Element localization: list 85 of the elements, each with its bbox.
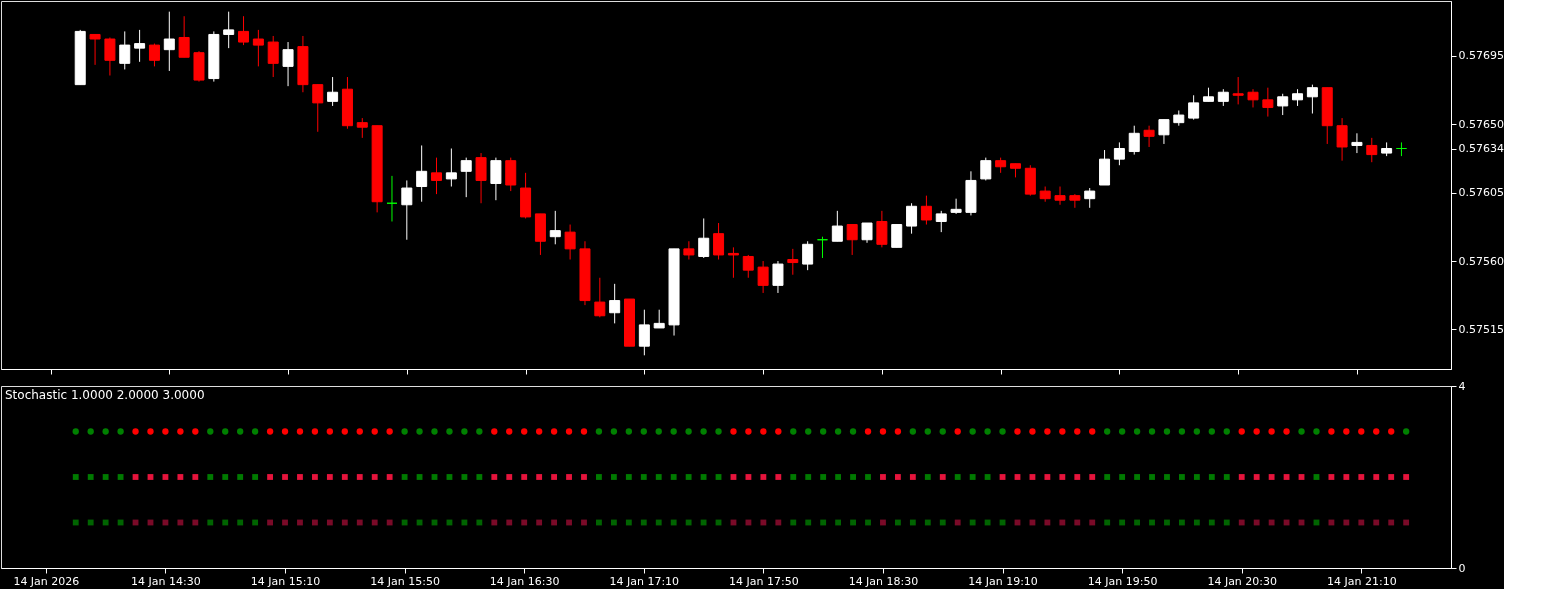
- candlestick: [1247, 88, 1259, 108]
- candlestick: [163, 11, 175, 72]
- candlestick: [1351, 132, 1363, 154]
- x-tick-label: 14 Jan 14:30: [131, 574, 201, 588]
- candlestick: [861, 222, 873, 244]
- candlestick: [1277, 93, 1289, 116]
- y-tick-label: 0.57695: [1458, 49, 1504, 63]
- candlestick: [1084, 187, 1096, 209]
- candlestick: [119, 30, 131, 70]
- x-tick-label: 14 Jan 15:50: [370, 574, 440, 588]
- y-tick-label: 0.57560: [1458, 254, 1504, 268]
- candlestick: [178, 15, 190, 58]
- y-tick-label: 0.57515: [1458, 322, 1504, 336]
- candlestick: [802, 240, 814, 271]
- y-tick-label: 0.57634: [1458, 142, 1504, 155]
- candlestick: [1054, 186, 1066, 206]
- candlestick: [772, 260, 784, 294]
- x-tick-label: 14 Jan 21:10: [1326, 574, 1397, 588]
- x-tick-label: 14 Jan 19:50: [1087, 574, 1158, 588]
- candlestick: [906, 202, 918, 235]
- candlestick: [1395, 141, 1407, 157]
- y-tick-label: 0: [1458, 561, 1466, 575]
- candlestick: [416, 144, 428, 203]
- candlestick: [1128, 125, 1140, 156]
- candlestick: [727, 246, 739, 279]
- candlestick: [238, 15, 250, 46]
- candlestick: [594, 277, 606, 318]
- candlestick: [460, 157, 472, 198]
- candlestick: [386, 175, 398, 222]
- candlestick: [1336, 117, 1348, 162]
- candlestick: [327, 76, 339, 107]
- candlestick: [312, 84, 324, 133]
- candlestick: [787, 248, 799, 276]
- candlestick: [431, 157, 443, 195]
- candlestick: [134, 29, 146, 63]
- x-tick-label: 14 Jan 15:10: [250, 574, 321, 588]
- candlestick: [356, 117, 368, 139]
- candlestick: [609, 283, 621, 324]
- candlestick: [549, 210, 561, 245]
- candlestick: [1143, 125, 1155, 148]
- chart-title: Stochastic 1.0000 2.0000 3.0000: [5, 388, 205, 402]
- candlestick: [1188, 94, 1200, 121]
- candlestick: [757, 260, 769, 294]
- candlestick: [950, 198, 962, 215]
- x-tick-label: 14 Jan 19:10: [968, 574, 1038, 588]
- candlestick: [846, 224, 858, 256]
- candlestick: [638, 309, 650, 356]
- x-tick-label: 14 Jan 16:30: [489, 574, 560, 588]
- candlestick: [1113, 141, 1125, 166]
- candlestick: [252, 29, 264, 67]
- candlestick: [1366, 137, 1378, 163]
- x-tick-label: 14 Jan 17:10: [609, 574, 680, 588]
- candlestick: [475, 152, 487, 204]
- candlestick: [713, 222, 725, 261]
- y-tick-label: 0.57650: [1458, 117, 1504, 131]
- candlestick: [683, 240, 695, 261]
- x-tick-label: 14 Jan 2026: [13, 574, 80, 588]
- candlestick: [223, 11, 235, 49]
- candlestick: [282, 41, 294, 87]
- candlestick: [1158, 119, 1170, 145]
- candlestick: [935, 210, 947, 233]
- candlestick: [445, 148, 457, 188]
- candlestick: [816, 236, 828, 259]
- x-tick-label: 14 Jan 18:30: [848, 574, 919, 588]
- candlestick: [876, 210, 888, 248]
- candlestick: [267, 35, 279, 78]
- candlestick: [1069, 193, 1081, 209]
- candlestick: [89, 33, 101, 66]
- candlestick: [742, 254, 754, 279]
- candlestick: [1262, 87, 1274, 118]
- candlestick: [698, 217, 710, 259]
- candlestick: [920, 195, 932, 226]
- candlestick: [1232, 76, 1244, 105]
- candlestick: [490, 157, 502, 201]
- candlestick: [891, 224, 903, 248]
- candlestick: [653, 309, 665, 329]
- candlestick: [1306, 84, 1318, 115]
- y-tick-label: 4: [1458, 379, 1466, 393]
- candlestick: [104, 37, 116, 77]
- candlestick: [831, 210, 843, 242]
- candlestick: [401, 179, 413, 241]
- x-tick-label: 14 Jan 20:30: [1207, 574, 1278, 588]
- x-tick-label: 14 Jan 17:50: [729, 574, 799, 588]
- candlestick: [564, 224, 576, 261]
- y-tick-label: 0.57605: [1458, 186, 1504, 200]
